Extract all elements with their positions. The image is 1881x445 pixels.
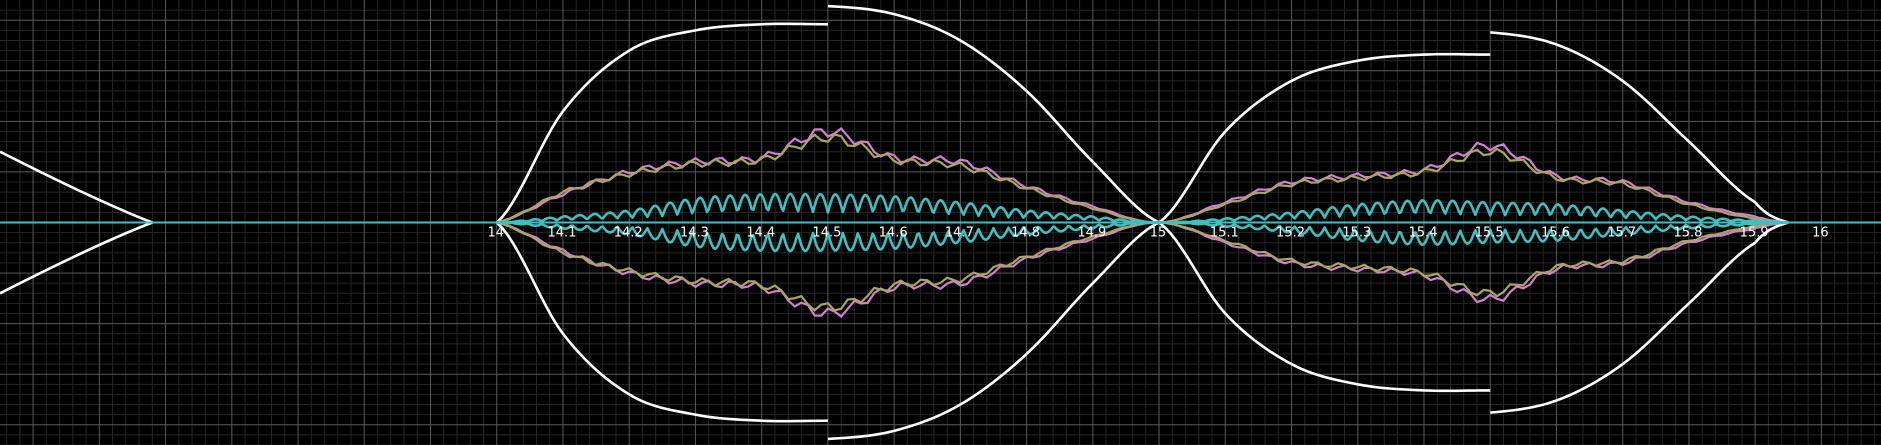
x-tick-label: 15.8 — [1673, 226, 1702, 241]
x-tick-label: 14.2 — [614, 226, 643, 241]
x-tick-label: 15 — [1150, 226, 1167, 241]
envelope-line-segment — [827, 221, 1160, 441]
x-tick-label: 14.6 — [879, 226, 908, 241]
x-tick-label: 14 — [487, 226, 504, 241]
x-tick-label: 14.7 — [945, 226, 974, 241]
x-tick-label: 15.4 — [1409, 226, 1438, 241]
x-tick-label: 16 — [1812, 226, 1829, 241]
x-tick-labels: 14 14.1 14.2 14.3 14.4 14.5 14.6 14.7 14.8 14.9 15… — [487, 226, 1828, 241]
x-tick-label: 14.5 — [812, 226, 841, 241]
envelope-line-stub — [0, 221, 153, 295]
x-tick-label: 15.6 — [1541, 226, 1570, 241]
x-tick-label: 15.7 — [1607, 226, 1636, 241]
envelope-line-segment — [1158, 221, 1491, 393]
envelope-line-segment — [1490, 31, 1789, 224]
envelope-line-segment — [1158, 52, 1491, 224]
x-tick-label: 14.1 — [547, 226, 576, 241]
x-tick-label: 14.4 — [746, 226, 775, 241]
envelope-line-segment — [495, 22, 828, 224]
envelope-line-segment — [827, 4, 1160, 224]
envelope-line-stub — [0, 150, 153, 224]
x-tick-label: 15.3 — [1342, 226, 1371, 241]
x-tick-label: 14.3 — [680, 226, 709, 241]
envelope-line-segment — [1490, 221, 1789, 414]
x-tick-label: 14.8 — [1011, 226, 1040, 241]
x-tick-label: 15.9 — [1740, 226, 1769, 241]
series-layer — [0, 4, 1881, 441]
x-tick-label: 15.5 — [1475, 226, 1504, 241]
x-tick-label: 15.2 — [1276, 226, 1305, 241]
x-tick-label: 14.9 — [1077, 226, 1106, 241]
envelope-line-segment — [495, 221, 828, 423]
x-tick-label: 15.1 — [1210, 226, 1239, 241]
